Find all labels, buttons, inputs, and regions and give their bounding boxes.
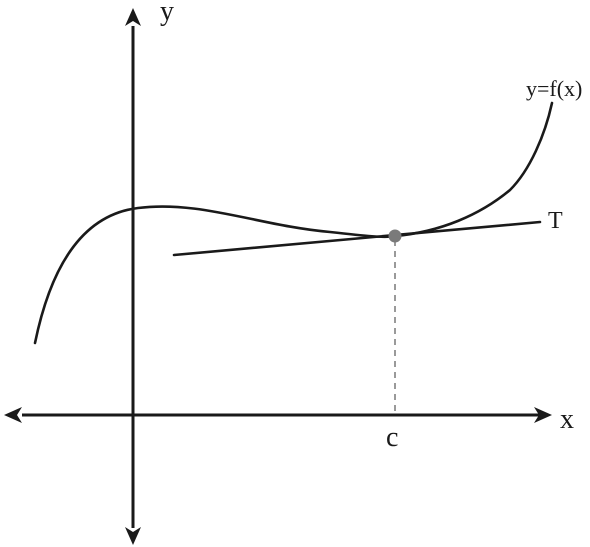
x-axis-right-arrow-icon <box>534 407 552 423</box>
curve-label: y=f(x) <box>526 76 582 101</box>
tangent-label: T <box>548 208 563 234</box>
curve-f <box>33 101 554 345</box>
x-axis-left-arrow-icon <box>4 407 22 423</box>
tangent-line <box>172 220 542 257</box>
y-axis-bottom-arrow-icon <box>125 527 141 545</box>
y-axis-label: y <box>160 0 174 27</box>
y-axis-top-arrow-icon <box>125 8 141 26</box>
x-axis-label: x <box>560 404 574 435</box>
tangent-point <box>388 229 402 243</box>
point-label-c: c <box>386 422 398 453</box>
